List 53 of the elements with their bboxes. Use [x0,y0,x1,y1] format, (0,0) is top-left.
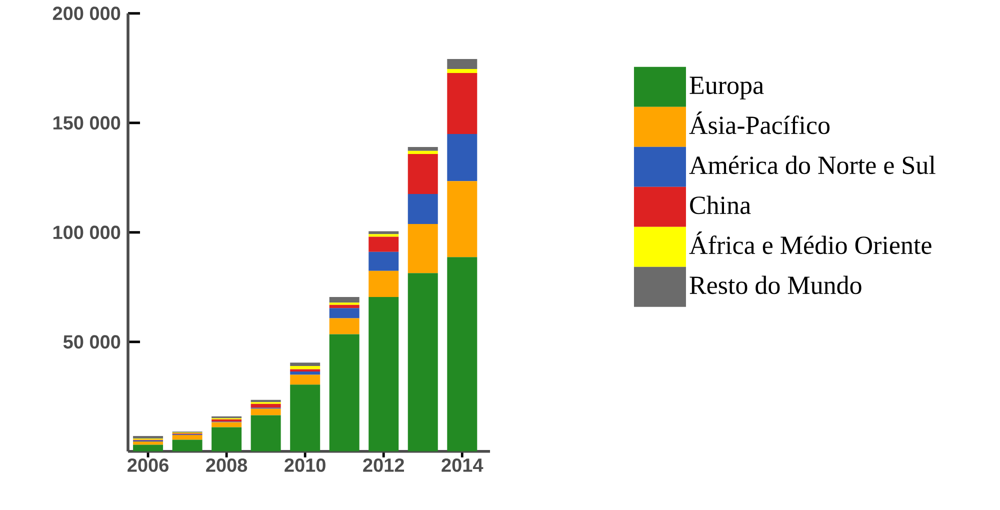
bar [250,408,281,416]
legend-label: Resto do Mundo [690,276,862,294]
bar [250,415,281,452]
bar [447,134,478,181]
bar [368,236,399,252]
bar [329,308,360,318]
bar [447,58,478,69]
bar [447,256,478,452]
bar [250,404,281,408]
bar [329,302,360,305]
legend-label: Ásia-Pacífico [689,111,830,134]
y-tick-label: 100 000 [53,225,120,239]
bar [447,72,478,134]
x-tick-label: 2012 [363,458,404,472]
y-tick-label: 150 000 [53,116,120,130]
bar [133,444,164,452]
bar [408,146,438,151]
bar [329,318,360,334]
bar [408,154,438,194]
bar [212,422,242,428]
legend-label: China [690,196,751,214]
bar [368,234,399,237]
x-tick-label: 2014 [442,458,484,472]
bar [212,427,242,452]
bar [290,374,320,384]
bar [133,441,164,445]
bar [368,270,399,297]
legend-label: África e Médio Oriente [689,231,932,254]
legend-label: Europa [690,76,764,100]
bar [290,362,320,366]
bar [329,296,360,302]
bar [368,252,399,271]
y-tick-label: 200 000 [52,6,120,20]
x-tick-label: 2010 [284,458,326,472]
bar [172,440,202,452]
bar [329,304,360,308]
x-tick-label: 2008 [206,458,248,472]
x-tick-label: 2006 [128,458,168,472]
bar [172,434,202,440]
bar [408,272,438,452]
bar [290,384,320,452]
bar [447,68,478,73]
bar [408,224,438,273]
bar [368,296,399,452]
bar [447,180,478,257]
legend-label: América do Norte e Sul [689,156,936,174]
bar [408,150,438,154]
bar [133,436,164,438]
bar [290,366,320,370]
bar [290,371,320,375]
y-tick-label: 50 000 [63,334,120,348]
bar [329,334,360,452]
bar [408,194,438,224]
